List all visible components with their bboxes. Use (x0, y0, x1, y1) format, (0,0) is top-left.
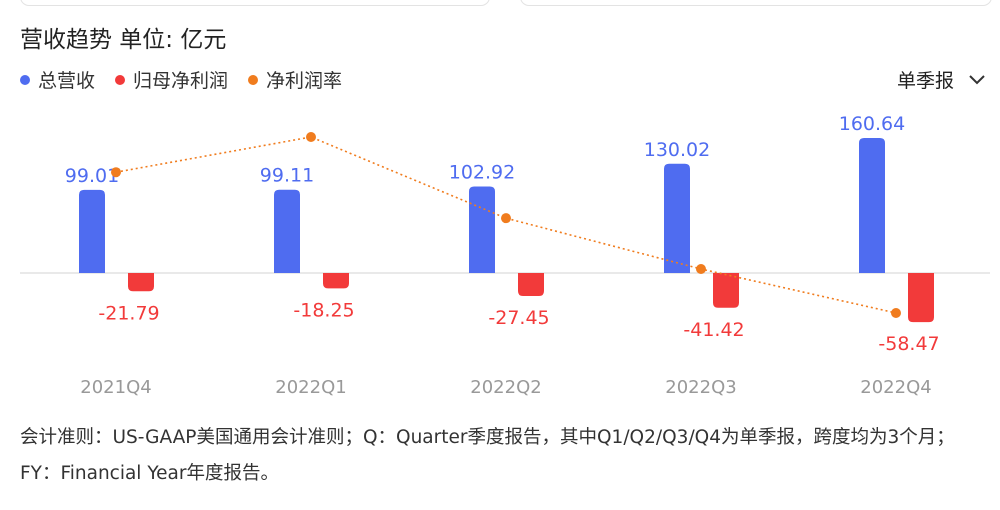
top-card-left (20, 0, 490, 6)
x-tick-label-2021Q4: 2021Q4 (80, 377, 151, 398)
net-profit-bar-2021Q4 (128, 273, 154, 292)
net-margin-point-2022Q4 (891, 308, 901, 318)
x-tick-label-2022Q3: 2022Q3 (665, 377, 736, 398)
net-margin-point-2022Q3 (696, 264, 706, 274)
net-margin-point-2022Q1 (306, 132, 316, 142)
period-select-label: 单季报 (896, 70, 954, 92)
legend-dot-revenue (20, 74, 30, 85)
revenue-bar-2022Q4 (859, 138, 885, 273)
revenue-label-2022Q4: 160.64 (839, 113, 905, 135)
net-profit-label-2022Q2: -27.45 (488, 307, 549, 329)
revenue-bar-2022Q3 (664, 163, 690, 273)
net-profit-bar-2022Q3 (713, 273, 739, 308)
legend-item-revenue[interactable]: 总营收 (20, 66, 95, 93)
legend-label-net-margin: 净利润率 (266, 70, 343, 92)
footnote: 会计准则：US-GAAP美国通用会计准则；Q：Quarter季度报告，其中Q1/… (20, 427, 955, 484)
legend-item-net-margin[interactable]: 净利润率 (248, 66, 342, 93)
revenue-label-2021Q4: 99.01 (65, 165, 119, 187)
revenue-label-2022Q2: 102.92 (449, 162, 515, 184)
legend-dot-net-profit (115, 74, 126, 85)
revenue-bar-2021Q4 (79, 189, 105, 273)
legend: 总营收 归母净利润 净利润率 (20, 66, 342, 93)
revenue-bar-2022Q1 (274, 189, 300, 273)
x-tick-label-2022Q1: 2022Q1 (275, 377, 346, 398)
net-profit-label-2022Q4: -58.47 (878, 333, 939, 355)
legend-label-revenue: 总营收 (38, 70, 96, 92)
net-margin-point-2022Q2 (501, 213, 511, 224)
net-margin-point-2021Q4 (111, 167, 121, 178)
period-select[interactable]: 单季报 (897, 66, 986, 93)
net-profit-label-2022Q1: -18.25 (293, 299, 354, 321)
chart-title: 营收趋势 单位: 亿元 (20, 27, 227, 53)
x-tick-label-2022Q4: 2022Q4 (860, 377, 931, 398)
chevron-down-icon (969, 74, 985, 84)
net-profit-bar-2022Q4 (908, 273, 934, 323)
net-profit-label-2021Q4: -21.79 (98, 302, 159, 324)
legend-label-net-profit: 归母净利润 (133, 70, 229, 92)
revenue-trend-chart: 99.01 -21.79 2021Q4 99.11 -18.25 2022Q1 102.92… (20, 113, 990, 398)
legend-dot-net-margin (248, 74, 259, 85)
x-tick-label-2022Q2: 2022Q2 (470, 377, 541, 398)
revenue-label-2022Q1: 99.11 (260, 165, 314, 187)
revenue-label-2022Q3: 130.02 (644, 139, 710, 161)
net-profit-label-2022Q3: -41.42 (683, 319, 744, 341)
net-profit-bar-2022Q2 (518, 273, 544, 297)
top-card-right (520, 0, 992, 6)
legend-item-net-profit[interactable]: 归母净利润 (115, 66, 228, 93)
net-profit-bar-2022Q1 (323, 273, 349, 289)
revenue-bar-2022Q2 (469, 186, 495, 273)
